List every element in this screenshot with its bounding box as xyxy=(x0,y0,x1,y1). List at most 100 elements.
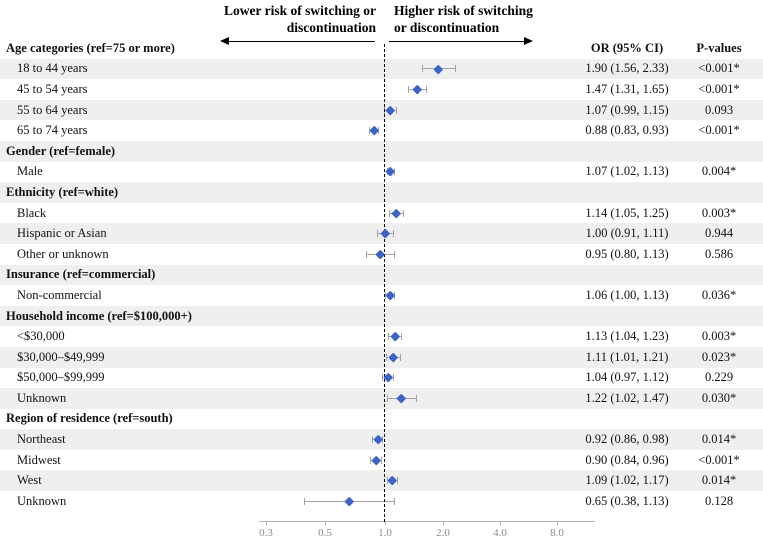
row-label: Insurance (ref=commercial) xyxy=(6,267,156,282)
p-value: <0.001* xyxy=(698,61,740,76)
row-label: 45 to 54 years xyxy=(17,81,88,96)
p-value: 0.229 xyxy=(704,370,734,385)
p-value: 0.093 xyxy=(704,102,734,117)
ci-cap-low xyxy=(388,333,390,341)
or-marker xyxy=(433,64,444,74)
ci-cap-high xyxy=(401,333,403,341)
ci-cap-high xyxy=(394,168,396,176)
or-marker xyxy=(390,331,400,342)
axis-tick xyxy=(500,521,501,525)
forest-row: Unknown 0.65 (0.38, 1.13) 0.128 xyxy=(0,491,763,512)
ci-cap-high xyxy=(380,456,382,464)
row-label: Unknown xyxy=(17,390,67,405)
p-value: 0.023* xyxy=(701,349,737,364)
ci-cap-high xyxy=(394,497,396,505)
row-label: West xyxy=(17,473,42,488)
forest-row: Northeast 0.92 (0.86, 0.98) 0.014* xyxy=(0,429,763,450)
row-label: $50,000–$99,999 xyxy=(17,370,105,385)
ci-cap-high xyxy=(377,127,379,135)
arrow-left-line xyxy=(228,40,375,42)
forest-row: 65 to 74 years 0.88 (0.83, 0.93) <0.001* xyxy=(0,120,763,141)
forest-row: <$30,000 1.13 (1.04, 1.23) 0.003* xyxy=(0,326,763,347)
ci-cap-high xyxy=(395,106,397,114)
forest-row: Male 1.07 (1.02, 1.13) 0.004* xyxy=(0,162,763,183)
p-value: <0.001* xyxy=(698,452,740,467)
forest-row: $30,000–$49,999 1.11 (1.01, 1.21) 0.023* xyxy=(0,346,763,368)
axis-tick-label: 0.3 xyxy=(259,527,273,539)
row-label: Black xyxy=(17,205,47,220)
ci-cap-high xyxy=(454,65,456,73)
row-label: Ethnicity (ref=white) xyxy=(6,184,119,199)
or-marker xyxy=(383,373,393,383)
or-value: 1.04 (0.97, 1.12) xyxy=(585,370,669,385)
axis-tick xyxy=(443,521,444,525)
ci-cap-low xyxy=(389,209,391,217)
annotation-higher-risk: Higher risk of switching or discontinuat… xyxy=(394,3,533,35)
or-value: 1.11 (1.01, 1.21) xyxy=(585,349,669,364)
group-row: Age categories (ref=75 or more) OR (95% C… xyxy=(0,38,763,59)
p-value: 0.586 xyxy=(704,246,734,261)
or-value: 0.65 (0.38, 1.13) xyxy=(585,493,669,508)
group-row: Insurance (ref=commercial) xyxy=(0,264,763,286)
row-label: Unknown xyxy=(17,493,67,508)
annotation-lower-risk: Lower risk of switching or discontinuati… xyxy=(224,3,376,35)
or-value: 0.92 (0.86, 0.98) xyxy=(585,432,669,447)
p-value: 0.014* xyxy=(701,432,737,447)
axis-tick xyxy=(385,521,386,525)
ci-cap-high xyxy=(393,374,395,382)
or-value: 1.22 (1.02, 1.47) xyxy=(585,390,669,405)
or-marker xyxy=(373,434,383,445)
p-value: 0.003* xyxy=(701,329,737,344)
axis-tick-label: 1.0 xyxy=(378,527,392,539)
or-value: 1.47 (1.31, 1.65) xyxy=(585,81,669,96)
forest-row: Black 1.14 (1.05, 1.25) 0.003* xyxy=(0,203,763,224)
p-value: 0.128 xyxy=(704,493,734,508)
arrow-right-icon xyxy=(524,36,533,45)
or-marker xyxy=(371,455,381,465)
or-value: 1.07 (0.99, 1.15) xyxy=(585,102,669,117)
axis-tick xyxy=(266,521,267,525)
or-value: 0.90 (0.84, 0.96) xyxy=(585,452,669,467)
ci-cap-low xyxy=(370,456,372,464)
x-axis-line xyxy=(259,521,595,522)
forest-row: Unknown 1.22 (1.02, 1.47) 0.030* xyxy=(0,388,763,409)
forest-row: West 1.09 (1.02, 1.17) 0.014* xyxy=(0,470,763,492)
axis-tick-label: 8.0 xyxy=(550,527,564,539)
ci-cap-low xyxy=(385,353,387,361)
row-label: 55 to 64 years xyxy=(17,102,88,117)
row-label: Northeast xyxy=(17,432,66,447)
arrow-left-icon xyxy=(220,36,229,45)
ci-cap-high xyxy=(402,209,404,217)
row-label: Age categories (ref=75 or more) xyxy=(6,40,175,55)
or-value: 1.14 (1.05, 1.25) xyxy=(585,205,669,220)
ci-cap-high xyxy=(425,85,427,93)
row-label: $30,000–$49,999 xyxy=(17,349,105,364)
forest-row: $50,000–$99,999 1.04 (0.97, 1.12) 0.229 xyxy=(0,368,763,389)
or-marker xyxy=(344,496,354,506)
group-row: Gender (ref=female) xyxy=(0,140,763,162)
row-label: Other or unknown xyxy=(17,246,109,261)
group-row: Ethnicity (ref=white) xyxy=(0,182,763,203)
row-label: Household income (ref=$100,000+) xyxy=(6,308,192,323)
or-value: 0.95 (0.80, 1.13) xyxy=(585,246,669,261)
ci-cap-low xyxy=(386,394,388,402)
ci-cap-low xyxy=(382,374,384,382)
or-value: 1.90 (1.56, 2.33) xyxy=(585,61,669,76)
arrow-right-line xyxy=(389,40,524,42)
row-label: 65 to 74 years xyxy=(17,123,88,138)
row-label: Midwest xyxy=(17,452,61,467)
row-label: Region of residence (ref=south) xyxy=(6,411,173,426)
axis-tick xyxy=(557,521,558,525)
or-column-header: OR (95% CI) xyxy=(590,40,664,55)
or-value: 1.06 (1.00, 1.13) xyxy=(585,287,669,302)
or-value: 0.88 (0.83, 0.93) xyxy=(585,123,669,138)
group-row: Household income (ref=$100,000+) xyxy=(0,305,763,327)
ci-cap-high xyxy=(394,291,396,299)
reference-line xyxy=(384,44,385,522)
forest-row: 18 to 44 years 1.90 (1.56, 2.33) <0.001* xyxy=(0,58,763,80)
row-label: <$30,000 xyxy=(17,329,65,344)
forest-row: Non-commercial 1.06 (1.00, 1.13) 0.036* xyxy=(0,285,763,306)
axis-tick-label: 0.5 xyxy=(318,527,332,539)
row-label: 18 to 44 years xyxy=(17,61,88,76)
ci-cap-high xyxy=(397,477,399,485)
